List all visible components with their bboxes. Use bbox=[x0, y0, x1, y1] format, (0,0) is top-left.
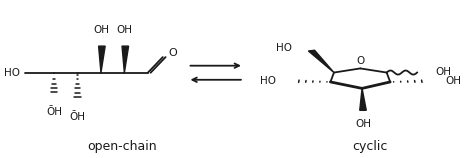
Text: OH: OH bbox=[445, 76, 461, 86]
Text: O: O bbox=[169, 48, 177, 58]
Polygon shape bbox=[309, 50, 334, 73]
Text: OH: OH bbox=[435, 67, 451, 77]
Polygon shape bbox=[99, 46, 105, 73]
Text: ŌH: ŌH bbox=[46, 107, 62, 117]
Text: OH: OH bbox=[355, 119, 371, 129]
Text: open-chain: open-chain bbox=[87, 140, 157, 153]
Text: OH: OH bbox=[117, 25, 133, 35]
Text: O: O bbox=[356, 56, 365, 66]
Text: HO: HO bbox=[4, 68, 20, 78]
Text: HO: HO bbox=[260, 76, 276, 86]
Polygon shape bbox=[122, 46, 128, 73]
Text: ŌH: ŌH bbox=[70, 112, 85, 122]
Polygon shape bbox=[360, 88, 366, 110]
Text: HO: HO bbox=[276, 43, 292, 53]
Text: OH: OH bbox=[93, 25, 109, 35]
Text: cyclic: cyclic bbox=[353, 140, 388, 153]
